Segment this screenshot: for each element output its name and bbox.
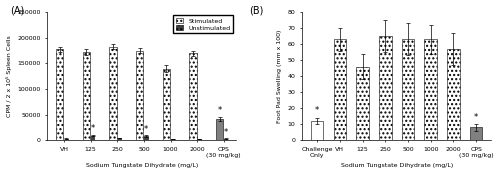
Bar (402, 39, 414, 140)
Bar (136, 51, 143, 140)
Bar (216, 119, 223, 140)
Text: (A): (A) (10, 6, 24, 16)
Text: *: * (144, 125, 148, 134)
Y-axis label: Foot Pad Swelling (mm x 100): Foot Pad Swelling (mm x 100) (277, 30, 282, 123)
Bar (198, 139, 201, 140)
Text: (B): (B) (250, 6, 264, 16)
Text: *: * (474, 113, 478, 122)
Bar (144, 136, 148, 140)
Bar (224, 139, 228, 140)
Bar (171, 139, 174, 140)
Bar (470, 127, 482, 140)
Bar (110, 46, 116, 140)
Legend: Stimulated, Unstimulated: Stimulated, Unstimulated (174, 15, 233, 33)
Bar (162, 69, 170, 140)
Bar (356, 67, 369, 140)
Bar (118, 138, 121, 140)
Bar (64, 139, 68, 140)
Bar (311, 121, 324, 140)
Bar (82, 52, 90, 140)
Bar (91, 136, 94, 140)
Text: *: * (224, 128, 228, 137)
Text: *: * (90, 124, 95, 133)
X-axis label: Sodium Tungstate Dihydrate (mg/L): Sodium Tungstate Dihydrate (mg/L) (86, 163, 198, 168)
Bar (379, 36, 392, 140)
Bar (424, 39, 437, 140)
X-axis label: Sodium Tungstate Dihydrate (mg/L): Sodium Tungstate Dihydrate (mg/L) (340, 163, 453, 168)
Y-axis label: CPM / 2 x 10⁵ Spleen Cells: CPM / 2 x 10⁵ Spleen Cells (6, 35, 12, 117)
Text: *: * (218, 106, 222, 115)
Bar (334, 39, 346, 140)
Text: *: * (315, 106, 320, 115)
Bar (447, 49, 460, 140)
Bar (189, 53, 196, 140)
Bar (56, 49, 64, 140)
